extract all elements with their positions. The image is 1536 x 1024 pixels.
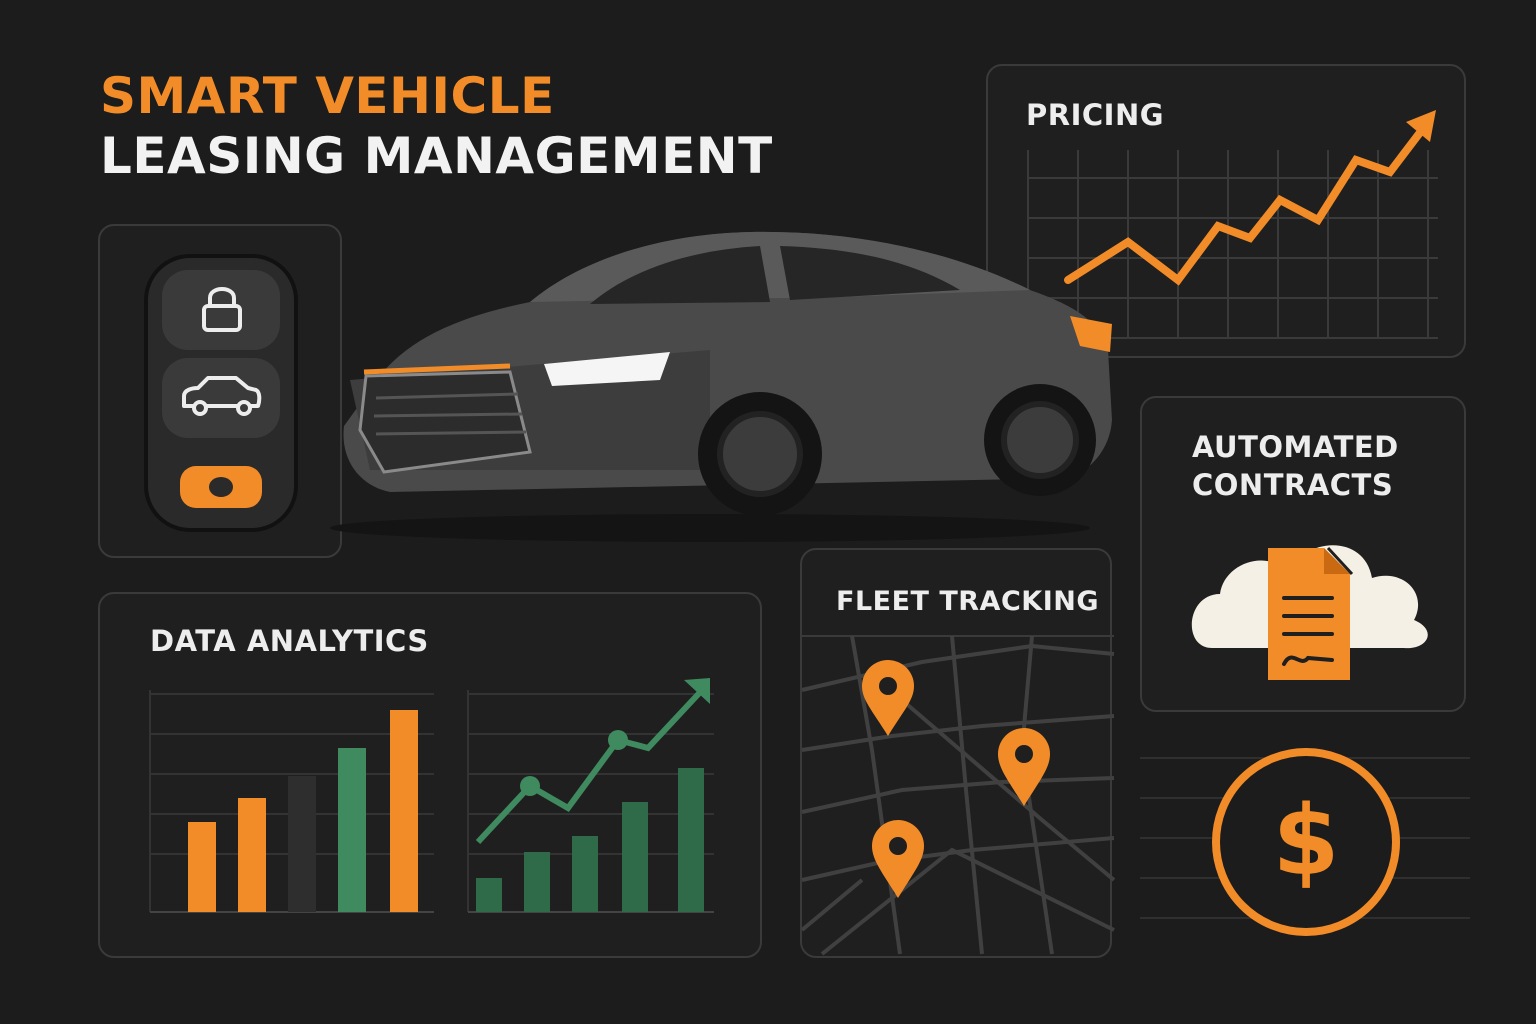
analytics-label: DATA ANALYTICS [150, 624, 429, 658]
analytics-trend-line [475, 685, 707, 845]
location-pin-icon [998, 728, 1050, 806]
fleet-map [800, 635, 1116, 956]
bar [238, 798, 266, 912]
location-pin-icon [862, 660, 914, 736]
analytics-charts [149, 678, 714, 913]
bar [678, 768, 704, 912]
bar [476, 878, 502, 912]
title-line-2: LEASING MANAGEMENT [100, 127, 773, 185]
key-fob-icon [144, 254, 298, 532]
fleet-panel[interactable]: FLEET TRACKING [800, 548, 1116, 958]
contracts-label: AUTOMATED CONTRACTS [1192, 428, 1399, 504]
bar [390, 710, 418, 912]
bar [622, 802, 648, 912]
bar [524, 852, 550, 912]
trend-arrow-icon [1406, 110, 1436, 142]
bar [572, 836, 598, 912]
dollar-icon: $ [1140, 748, 1470, 936]
car-icon [182, 376, 262, 408]
analytics-panel[interactable]: DATA ANALYTICS [98, 592, 762, 958]
contracts-panel[interactable]: AUTOMATED CONTRACTS [1140, 396, 1466, 712]
contracts-label-line-1: AUTOMATED [1192, 430, 1399, 464]
fleet-label: FLEET TRACKING [836, 586, 1099, 617]
trend-arrow-icon [684, 678, 710, 704]
cloud-document-icon [1191, 545, 1428, 680]
bar [288, 776, 316, 912]
bar [188, 822, 216, 912]
car-icon [330, 231, 1112, 542]
page-title: SMART VEHICLE LEASING MANAGEMENT [100, 66, 773, 186]
location-pin-icon [872, 820, 924, 898]
pricing-trend-line [1064, 118, 1432, 286]
svg-text:$: $ [1273, 785, 1340, 897]
bar [338, 748, 366, 912]
title-line-1: SMART VEHICLE [100, 67, 555, 125]
pricing-label: PRICING [1026, 98, 1165, 132]
key-fob-panel[interactable] [98, 224, 342, 558]
pricing-chart [1027, 110, 1438, 339]
lock-icon [202, 287, 242, 332]
contracts-label-line-2: CONTRACTS [1192, 468, 1394, 502]
